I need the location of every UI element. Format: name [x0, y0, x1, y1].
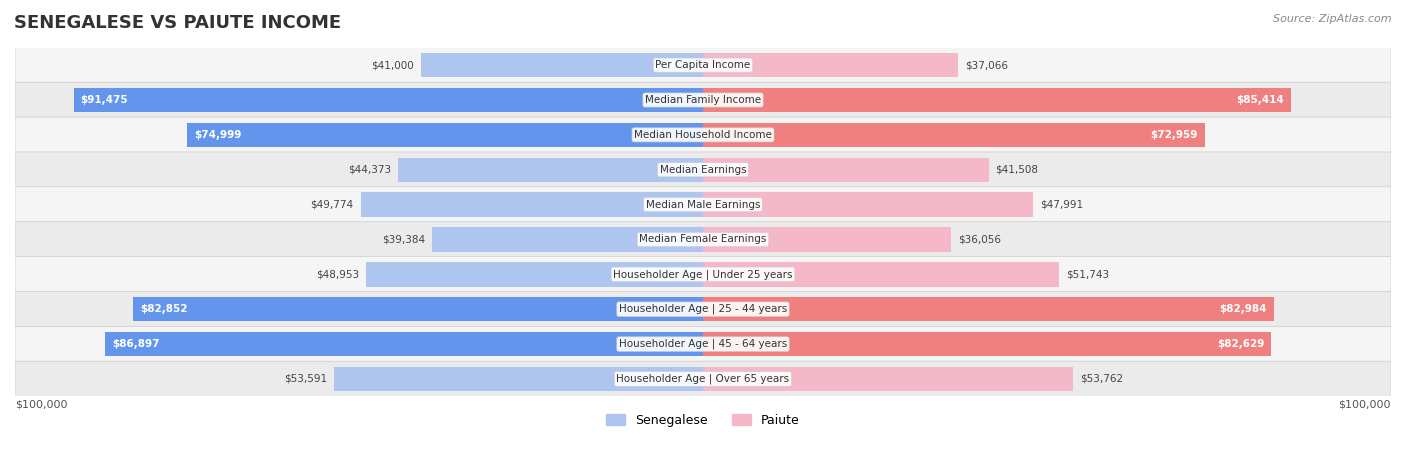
FancyBboxPatch shape: [15, 361, 1391, 397]
FancyBboxPatch shape: [15, 187, 1391, 222]
Text: Median Earnings: Median Earnings: [659, 165, 747, 175]
Text: Source: ZipAtlas.com: Source: ZipAtlas.com: [1274, 14, 1392, 24]
Text: $100,000: $100,000: [15, 400, 67, 410]
Text: $91,475: $91,475: [80, 95, 128, 105]
Text: $36,056: $36,056: [957, 234, 1001, 245]
Text: $48,953: $48,953: [316, 269, 360, 279]
Text: $100,000: $100,000: [1339, 400, 1391, 410]
FancyBboxPatch shape: [15, 117, 1391, 153]
Text: $72,959: $72,959: [1150, 130, 1198, 140]
Bar: [134, 297, 703, 321]
Text: $74,999: $74,999: [194, 130, 242, 140]
Text: $82,852: $82,852: [139, 304, 187, 314]
Text: $37,066: $37,066: [965, 60, 1008, 70]
Text: $49,774: $49,774: [311, 199, 354, 210]
Bar: [703, 227, 950, 252]
Bar: [432, 227, 703, 252]
Bar: [703, 192, 1033, 217]
Text: $53,762: $53,762: [1080, 374, 1123, 384]
Text: $47,991: $47,991: [1040, 199, 1083, 210]
Bar: [703, 332, 1271, 356]
Bar: [703, 367, 1073, 391]
FancyBboxPatch shape: [15, 291, 1391, 327]
Text: $86,897: $86,897: [112, 339, 159, 349]
FancyBboxPatch shape: [15, 326, 1391, 362]
Bar: [105, 332, 703, 356]
Bar: [420, 53, 703, 78]
Text: Householder Age | Under 25 years: Householder Age | Under 25 years: [613, 269, 793, 280]
Text: $51,743: $51,743: [1066, 269, 1109, 279]
Bar: [398, 157, 703, 182]
Legend: Senegalese, Paiute: Senegalese, Paiute: [600, 409, 806, 432]
Bar: [703, 297, 1274, 321]
FancyBboxPatch shape: [15, 152, 1391, 188]
Text: Per Capita Income: Per Capita Income: [655, 60, 751, 70]
Text: $82,629: $82,629: [1218, 339, 1264, 349]
Text: $39,384: $39,384: [382, 234, 425, 245]
FancyBboxPatch shape: [15, 82, 1391, 118]
FancyBboxPatch shape: [15, 47, 1391, 83]
Text: SENEGALESE VS PAIUTE INCOME: SENEGALESE VS PAIUTE INCOME: [14, 14, 342, 32]
Text: Householder Age | 45 - 64 years: Householder Age | 45 - 64 years: [619, 339, 787, 349]
Bar: [703, 88, 1291, 112]
Text: $85,414: $85,414: [1236, 95, 1284, 105]
Text: $41,508: $41,508: [995, 165, 1039, 175]
Text: Householder Age | 25 - 44 years: Householder Age | 25 - 44 years: [619, 304, 787, 314]
Bar: [187, 123, 703, 147]
Bar: [703, 157, 988, 182]
Text: Median Male Earnings: Median Male Earnings: [645, 199, 761, 210]
Text: $82,984: $82,984: [1219, 304, 1267, 314]
Bar: [360, 192, 703, 217]
Text: Median Female Earnings: Median Female Earnings: [640, 234, 766, 245]
Bar: [73, 88, 703, 112]
Text: Median Family Income: Median Family Income: [645, 95, 761, 105]
Bar: [703, 262, 1059, 287]
Bar: [335, 367, 703, 391]
Text: $44,373: $44,373: [347, 165, 391, 175]
Text: Householder Age | Over 65 years: Householder Age | Over 65 years: [616, 374, 790, 384]
FancyBboxPatch shape: [15, 222, 1391, 257]
Bar: [703, 53, 957, 78]
Bar: [366, 262, 703, 287]
Bar: [703, 123, 1205, 147]
FancyBboxPatch shape: [15, 256, 1391, 292]
Text: Median Household Income: Median Household Income: [634, 130, 772, 140]
Text: $41,000: $41,000: [371, 60, 413, 70]
Text: $53,591: $53,591: [284, 374, 328, 384]
